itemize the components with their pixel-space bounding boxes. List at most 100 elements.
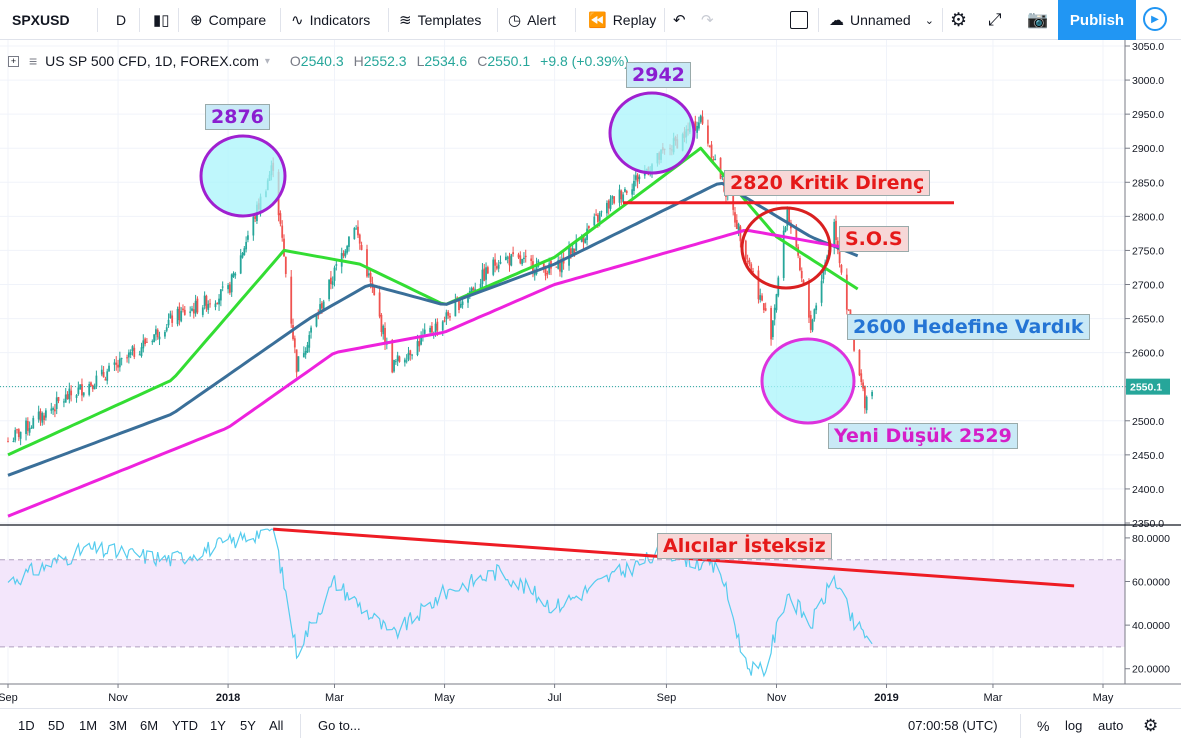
candle-body — [120, 358, 123, 360]
replay-button[interactable]: ⏪ Replay — [588, 0, 656, 40]
indicators-label: Indicators — [309, 12, 371, 28]
log-toggle[interactable]: log — [1065, 709, 1082, 742]
candle-body — [90, 382, 92, 386]
range-1y-button[interactable]: 1Y — [210, 709, 226, 742]
candle-body — [744, 240, 747, 260]
candle-body — [232, 272, 235, 278]
rewind-icon: ⏪ — [588, 12, 607, 29]
play-button[interactable]: ▶ — [1143, 7, 1167, 31]
indicators-button[interactable]: ∿ Indicators — [291, 0, 370, 40]
candle-body — [519, 255, 522, 264]
undo-button[interactable]: ↶ — [673, 0, 692, 40]
symbol-label: SPXUSD — [12, 12, 70, 28]
symbol-button[interactable]: SPXUSD — [12, 0, 70, 40]
compare-button[interactable]: ⊕ Compare — [190, 0, 266, 40]
annotation-resistance[interactable]: 2820 Kritik Direnç — [724, 170, 931, 196]
snapshot-button[interactable]: 📷 — [1027, 0, 1054, 40]
candle-body — [218, 298, 220, 305]
auto-toggle[interactable]: auto — [1098, 709, 1123, 742]
collapse-icon[interactable]: + — [8, 55, 19, 67]
chart-style-button[interactable]: ▮▯ — [153, 0, 176, 40]
candle-body — [57, 397, 60, 401]
annotation-sos[interactable]: S.O.S — [839, 226, 909, 252]
interval-button[interactable]: D — [116, 0, 126, 40]
square-icon — [790, 11, 808, 29]
expand-button[interactable]: ⤢ — [988, 0, 1008, 40]
templates-label: Templates — [417, 12, 482, 28]
candle-body — [434, 323, 437, 333]
candle-body — [52, 408, 54, 410]
annotation-buyers[interactable]: Alıcılar İsteksiz — [657, 533, 832, 559]
replay-label: Replay — [612, 12, 657, 28]
ma-line-slow — [7, 229, 858, 518]
candlestick-series — [0, 110, 1125, 446]
templates-button[interactable]: ≋ Templates — [399, 0, 481, 40]
candle-body — [530, 258, 533, 261]
candle-body — [739, 226, 742, 242]
settings-button[interactable]: ⚙ — [950, 0, 973, 40]
range-all-button[interactable]: All — [269, 709, 283, 742]
range-3m-button[interactable]: 3M — [109, 709, 127, 742]
candle-body — [573, 248, 576, 253]
candle-body — [106, 371, 109, 381]
chart-canvas[interactable]: 3050.0 3000.0 2950.0 2900.0 2850.0 2800.0 2750… — [0, 40, 1181, 708]
range-label: 6M — [140, 718, 159, 733]
close-value: 2550.1 — [487, 53, 531, 69]
candle-body — [126, 357, 128, 359]
range-1m-button[interactable]: 1M — [79, 709, 97, 742]
high-value: 2552.3 — [363, 53, 407, 69]
candle-body — [176, 308, 179, 325]
candle-body — [569, 248, 572, 256]
range-6m-button[interactable]: 6M — [140, 709, 158, 742]
annotation-target[interactable]: 2600 Hedefine Vardık — [847, 314, 1090, 340]
candle-body — [201, 307, 204, 315]
candle-body — [293, 338, 296, 348]
publish-button[interactable]: Publish — [1058, 0, 1136, 40]
time-tick-label: Mar — [325, 692, 344, 704]
candle-body — [254, 216, 257, 219]
range-label: 1D — [18, 718, 35, 733]
candle-body — [205, 295, 208, 309]
candle-body — [81, 384, 83, 396]
range-5d-button[interactable]: 5D — [48, 709, 65, 742]
range-ytd-button[interactable]: YTD — [172, 709, 198, 742]
price-tick-label: 3050.0 — [1132, 41, 1164, 53]
candle-body — [66, 394, 69, 400]
expand-icon: ⤢ — [988, 10, 1002, 29]
range-1d-button[interactable]: 1D — [18, 709, 35, 742]
alert-button[interactable]: ◷ Alert — [508, 0, 556, 40]
percent-label: % — [1037, 717, 1050, 734]
annotation-new-low[interactable]: Yeni Düşük 2529 — [828, 423, 1018, 449]
redo-button[interactable]: ↷ — [701, 0, 720, 40]
candle-body — [596, 214, 599, 222]
annotation-peak1[interactable]: 2876 — [205, 104, 270, 130]
chart-settings-button[interactable]: ⚙ — [1143, 709, 1158, 742]
candle-body — [544, 265, 547, 276]
candle-body — [54, 409, 56, 412]
candle-body — [44, 410, 47, 418]
candle-body — [411, 354, 413, 356]
time-tick-label: 2018 — [216, 692, 240, 704]
candle-body — [14, 430, 17, 441]
candle-body — [611, 196, 614, 199]
candle-body — [348, 236, 350, 247]
candle-body — [221, 286, 224, 288]
goto-button[interactable]: Go to... — [318, 709, 361, 742]
annotation-peak2[interactable]: 2942 — [626, 62, 691, 88]
candle-body — [209, 303, 211, 305]
candle-body — [508, 256, 511, 266]
candle-body — [407, 352, 410, 360]
candle-body — [346, 246, 349, 253]
layout-name-button[interactable]: ☁ Unnamed ⌄ — [829, 0, 934, 40]
range-5y-button[interactable]: 5Y — [240, 709, 256, 742]
candle-body — [788, 208, 791, 223]
candle-body — [153, 334, 156, 343]
candle-body — [441, 321, 444, 331]
candle-body — [710, 144, 713, 158]
moving-averages — [7, 146, 859, 518]
clock[interactable]: 07:00:58 (UTC) — [908, 709, 998, 742]
fullscreen-toggle-button[interactable] — [790, 0, 808, 40]
percent-toggle[interactable]: % — [1037, 709, 1049, 742]
chevron-down-icon[interactable]: ▾ — [264, 55, 270, 67]
candle-body — [234, 273, 237, 276]
